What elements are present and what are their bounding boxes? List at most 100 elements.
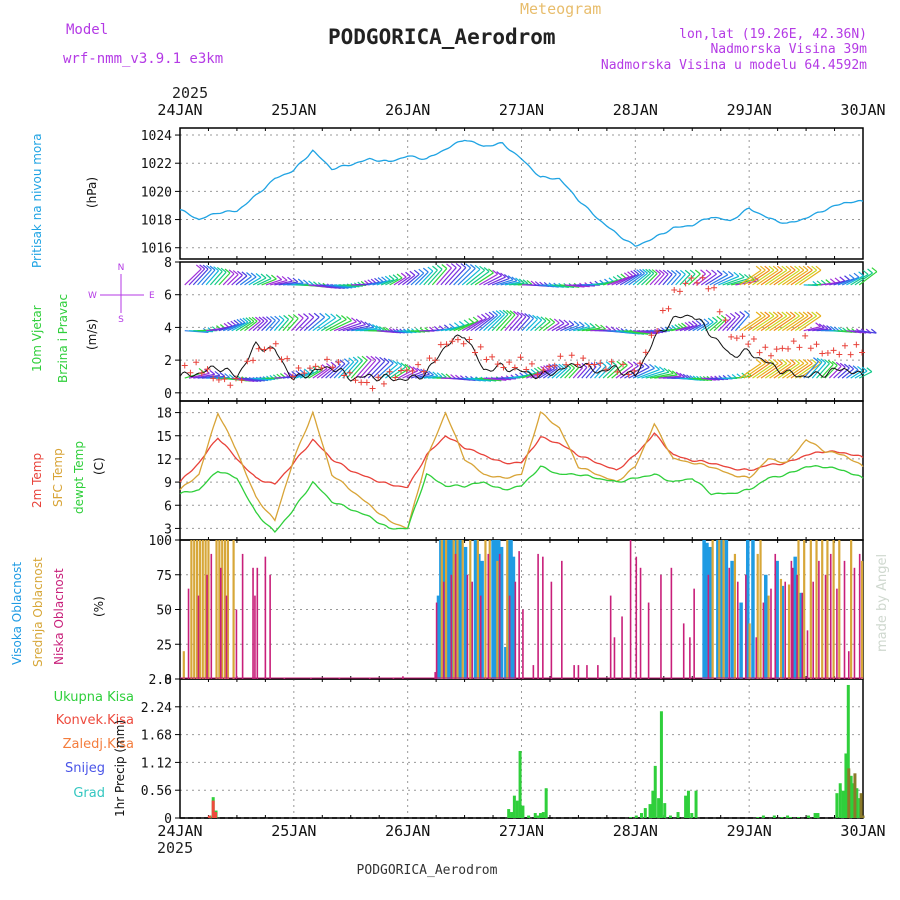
precip-ytick-label: 1.68 (141, 729, 172, 744)
wind-gust-marker (574, 361, 581, 368)
cloud-bar-high (504, 647, 508, 679)
wind-barb-head (424, 369, 430, 375)
wind-barb-head (303, 313, 309, 319)
wind-gust-marker (500, 364, 507, 371)
wind-barb (329, 320, 352, 332)
wind-barb (457, 320, 479, 332)
wind-barb (628, 330, 653, 335)
wind-barb (794, 315, 817, 332)
cloud-bar-mid (809, 540, 812, 679)
wind-barb-head (202, 264, 209, 270)
wind-barb (367, 360, 386, 379)
wind-barb-head (789, 265, 796, 271)
wind-barb-head (242, 317, 249, 323)
cloud-bar-high (739, 602, 743, 679)
wind-gust-marker (244, 358, 251, 365)
compass-e: E (149, 291, 155, 301)
wind-barb (256, 320, 268, 332)
wind-barb (325, 284, 349, 289)
wind-barb-head (476, 315, 483, 321)
wind-barb-head (474, 264, 481, 270)
wind-gust-marker (437, 341, 444, 348)
wind-barb (500, 314, 516, 332)
cloud-bar-low (806, 630, 809, 679)
wind-barb-head (265, 274, 272, 279)
wind-gust-marker (705, 285, 712, 292)
wind-gust-marker (432, 357, 439, 364)
wind-barb (218, 272, 231, 286)
precip-bar-total (536, 815, 540, 818)
wind-barb (858, 271, 878, 286)
wind-barb-head (262, 316, 268, 322)
day-label-top: 27JAN (499, 101, 544, 119)
wind-gust-marker (506, 359, 513, 366)
wind-gust-marker (477, 343, 484, 350)
wind-barb (769, 269, 792, 286)
wind-gust-marker (318, 365, 325, 372)
cloud-bar-low (796, 574, 798, 679)
wind-barb-head (463, 319, 470, 325)
cloud-bar-low (774, 553, 777, 679)
wind-barb-head (777, 358, 783, 364)
wind-gust-marker (779, 345, 786, 352)
wind-barb-head (432, 371, 439, 377)
cloud-bar-high (718, 540, 723, 679)
wind-barb (850, 330, 867, 334)
wind-barb-head (605, 325, 612, 331)
cloud-bar-high (775, 560, 779, 679)
wind-barb-head (824, 359, 830, 365)
wind-gust-marker (380, 380, 387, 387)
wind-barb-head (549, 317, 556, 323)
wind-barb (197, 374, 220, 379)
wind-barb-head (481, 313, 487, 319)
cloud-bar-high (511, 556, 516, 679)
cloud-bar-low (784, 581, 787, 679)
wind-barb-head (802, 265, 809, 271)
wind-barb-head (743, 273, 750, 279)
wind-barb (402, 330, 417, 334)
wind-barb-head (255, 273, 262, 278)
wind-barb-head (499, 309, 505, 315)
wind-barb-head (829, 325, 836, 331)
wind-gust-marker (739, 333, 746, 340)
wind-barb-head (384, 275, 391, 281)
temp-ytick-label: 9 (164, 476, 172, 491)
cloud-bar-low (210, 553, 213, 679)
wind-barb-head (734, 311, 741, 317)
wind-gust-marker (585, 361, 592, 368)
cloud-bar-low (269, 574, 271, 679)
wind-barb-head (815, 322, 821, 328)
wind-gust-marker (329, 364, 336, 371)
wind-barb (346, 325, 370, 332)
day-label-bottom: 25JAN (271, 822, 316, 840)
day-label-top: 30JAN (840, 101, 885, 119)
wind-barb (453, 321, 474, 332)
day-label-bottom: 28JAN (613, 822, 658, 840)
wind-barb-head (862, 269, 869, 275)
wind-barb-head (688, 321, 694, 327)
cloud-bar-high (724, 540, 729, 679)
wind-barb-head (558, 363, 565, 369)
wind-gust-marker (454, 336, 461, 343)
wind-barb-head (667, 369, 674, 375)
wind-barb (747, 362, 771, 379)
wind-barb-head (781, 311, 788, 317)
wind-barb-head (705, 269, 712, 275)
wind-barb-head (400, 362, 407, 368)
wind-barb-head (695, 319, 702, 325)
wind-barb-head (219, 372, 226, 377)
wind-barb-head (236, 318, 243, 324)
precip-bar-total (510, 812, 514, 818)
wind-barb (273, 319, 285, 332)
pressure-ytick-label: 1018 (141, 214, 172, 229)
cloud-bar-high (793, 556, 797, 679)
compass-n: N (118, 263, 125, 273)
cloud-bar-mid (190, 540, 193, 679)
wind-barb (282, 282, 304, 286)
cloud-bar-low (824, 574, 827, 679)
wind-gust-marker (563, 361, 570, 368)
wind-ytick-label: 4 (164, 321, 172, 336)
wind-barb-head (844, 275, 850, 281)
credit-text: made by Angel (875, 554, 890, 652)
